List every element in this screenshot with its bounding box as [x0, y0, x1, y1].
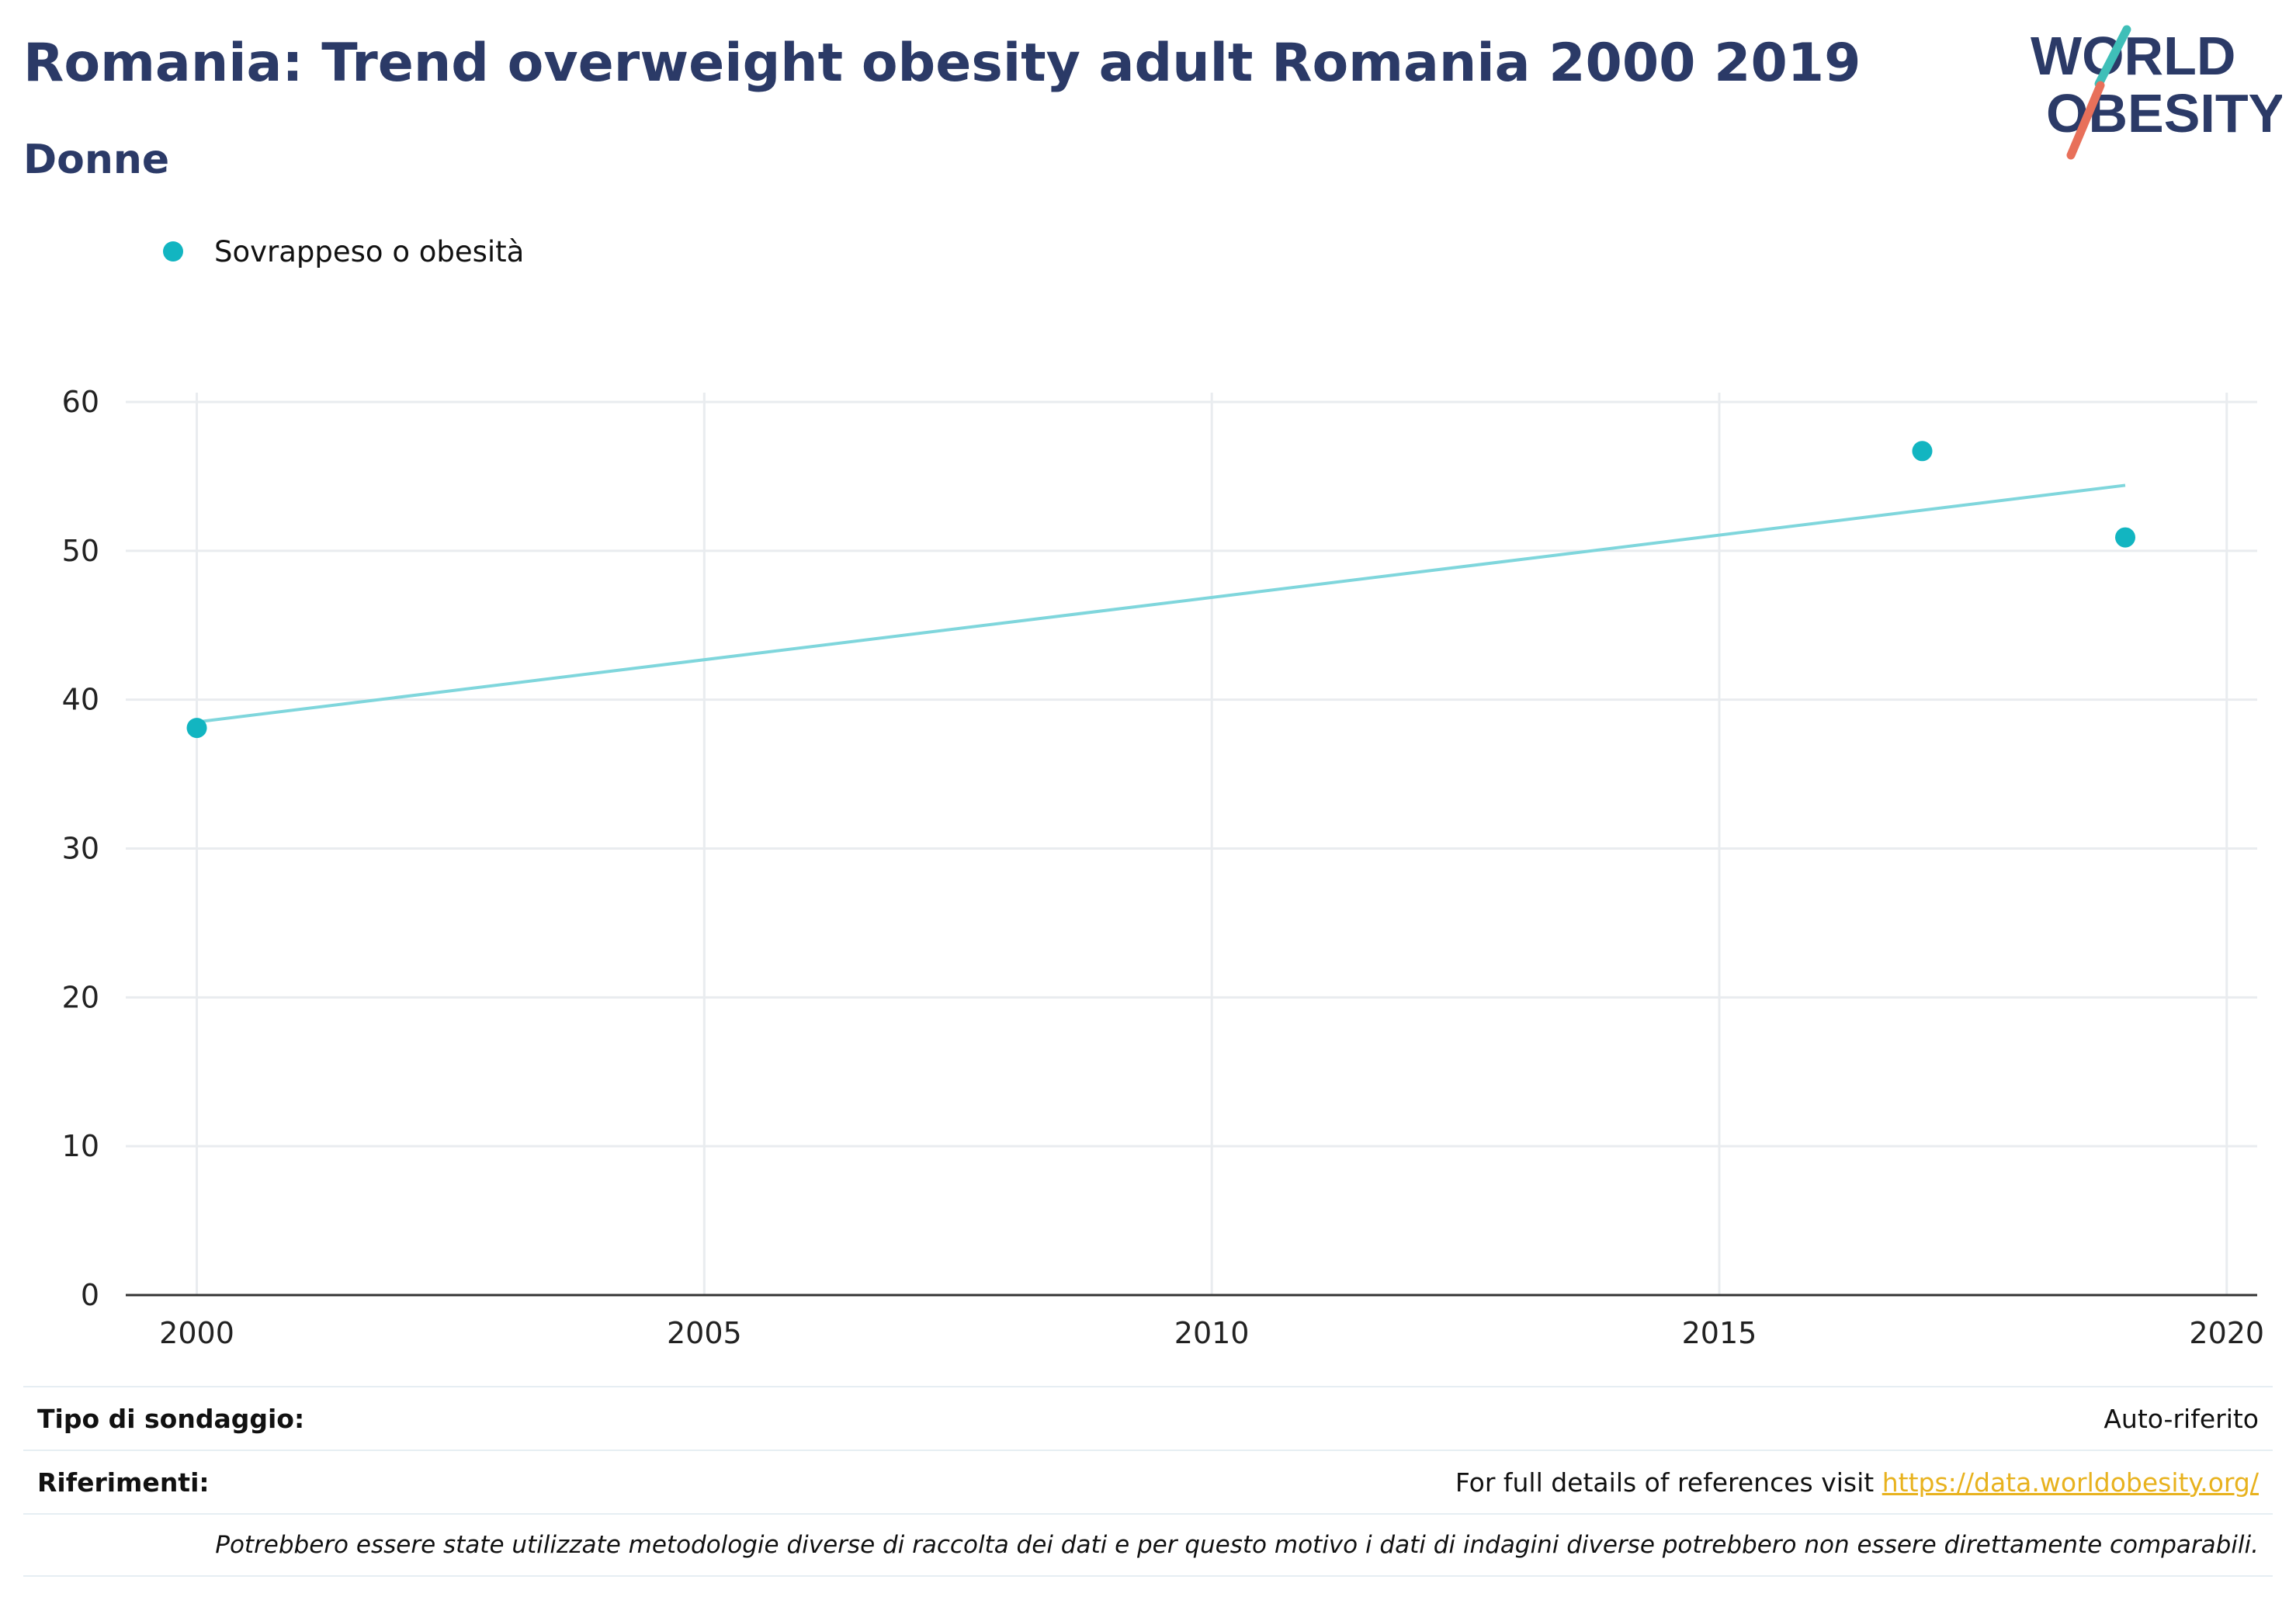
- data-point: [186, 718, 207, 739]
- legend-label: Sovrappeso o obesità: [214, 234, 525, 268]
- x-tick-label: 2020: [2189, 1316, 2264, 1350]
- footer-row-note: Potrebbero essere state utilizzate metod…: [23, 1513, 2273, 1577]
- references-value: For full details of references visit htt…: [1455, 1467, 2259, 1498]
- logo-text-world: WORLD: [2031, 26, 2235, 86]
- chart-legend[interactable]: Sovrappeso o obesità: [163, 231, 524, 272]
- y-tick-label: 50: [62, 534, 99, 568]
- scatter-chart: 0 10 20 30 40 50 60 2000 2005 2010 2015 2020: [62, 385, 2264, 1350]
- logo-slash-top: [2094, 25, 2131, 88]
- data-point: [2115, 527, 2136, 548]
- x-tick-label: 2010: [1174, 1316, 1250, 1350]
- y-tick-label: 40: [62, 683, 99, 717]
- world-obesity-logo: WORLD OBESITY: [2031, 25, 2282, 160]
- y-tick-label: 20: [62, 980, 99, 1014]
- footer-table: Tipo di sondaggio: Auto-riferito Riferim…: [23, 1386, 2273, 1577]
- methodology-note: Potrebbero essere state utilizzate metod…: [215, 1531, 2259, 1559]
- chart-points: [186, 441, 2136, 739]
- references-link[interactable]: https://data.worldobesity.org/: [1882, 1467, 2259, 1498]
- trendline-segment: [196, 483, 2126, 724]
- references-label: Riferimenti:: [37, 1467, 210, 1498]
- references-text: For full details of references visit: [1455, 1467, 1882, 1498]
- chart-title: Romania: Trend overweight obesity adult …: [23, 33, 1861, 94]
- chart-subtitle: Donne: [23, 137, 170, 183]
- x-tick-label: 2000: [159, 1316, 234, 1350]
- y-tick-label: 0: [81, 1278, 99, 1312]
- chart-gridlines: [126, 393, 2257, 1295]
- footer-row-references: Riferimenti: For full details of referen…: [23, 1450, 2273, 1513]
- x-tick-label: 2005: [667, 1316, 742, 1350]
- data-point: [1912, 441, 1933, 462]
- logo-slash-bottom: [2066, 81, 2105, 160]
- legend-marker: [163, 241, 183, 262]
- y-tick-label: 10: [62, 1129, 99, 1163]
- survey-type-label: Tipo di sondaggio:: [37, 1403, 305, 1434]
- x-tick-label: 2015: [1682, 1316, 1757, 1350]
- chart-trendline: [196, 483, 2126, 724]
- survey-type-value: Auto-riferito: [2104, 1403, 2259, 1434]
- y-tick-label: 60: [62, 385, 99, 419]
- footer-row-survey-type: Tipo di sondaggio: Auto-riferito: [23, 1386, 2273, 1450]
- y-tick-label: 30: [62, 832, 99, 866]
- chart-tick-labels: 0 10 20 30 40 50 60 2000 2005 2010 2015 2020: [62, 385, 2264, 1350]
